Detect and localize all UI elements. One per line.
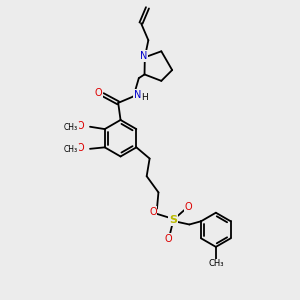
Text: N: N (134, 90, 141, 100)
Text: S: S (169, 215, 177, 225)
Text: O: O (77, 142, 84, 153)
Text: O: O (185, 202, 193, 212)
Text: N: N (140, 51, 147, 61)
Text: H: H (141, 93, 148, 102)
Text: CH₃: CH₃ (208, 260, 224, 268)
Text: CH₃: CH₃ (64, 123, 78, 132)
Text: O: O (164, 234, 172, 244)
Text: O: O (95, 88, 103, 98)
Text: CH₃: CH₃ (64, 145, 78, 154)
Text: O: O (149, 206, 157, 217)
Text: O: O (77, 121, 84, 130)
